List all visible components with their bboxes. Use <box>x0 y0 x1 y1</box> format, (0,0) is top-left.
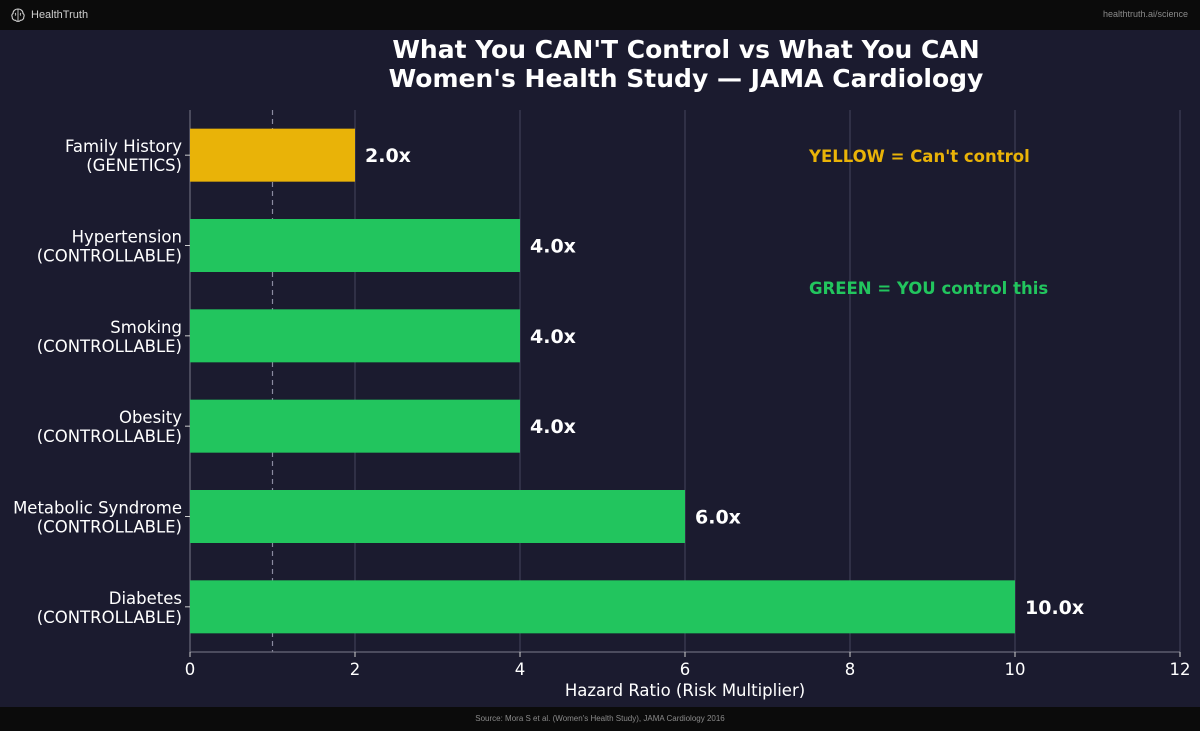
chart-title-line: What You CAN'T Control vs What You CAN <box>392 35 979 64</box>
hazard-ratio-chart: What You CAN'T Control vs What You CANWo… <box>13 35 1191 700</box>
category-label: Smoking <box>110 318 182 337</box>
source-citation: Source: Mora S et al. (Women's Health St… <box>475 714 725 723</box>
legend-annotation: YELLOW = Can't control <box>808 147 1030 166</box>
x-tick-label: 0 <box>185 660 196 679</box>
category-label: Family History <box>65 137 182 156</box>
category-label: (CONTROLLABLE) <box>37 518 182 537</box>
bar <box>190 490 685 543</box>
category-label: (GENETICS) <box>86 156 182 175</box>
bar <box>190 399 520 453</box>
category-label: Diabetes <box>109 589 182 608</box>
value-label: 4.0x <box>530 416 576 438</box>
category-label: (CONTROLLABLE) <box>37 247 182 266</box>
x-tick-label: 2 <box>350 660 361 679</box>
category-label: (CONTROLLABLE) <box>37 427 182 446</box>
bottom-bar: Source: Mora S et al. (Women's Health St… <box>0 707 1200 731</box>
x-tick-label: 10 <box>1005 660 1026 679</box>
x-tick-label: 6 <box>680 660 691 679</box>
site-url[interactable]: healthtruth.ai/science <box>1102 9 1188 19</box>
brand[interactable]: HealthTruth <box>10 7 88 23</box>
top-bar: HealthTruth healthtruth.ai/science <box>0 0 1200 30</box>
value-label: 10.0x <box>1025 597 1084 619</box>
brand-name: HealthTruth <box>31 9 89 21</box>
category-label: Metabolic Syndrome <box>13 499 182 518</box>
legend-annotation: GREEN = YOU control this <box>809 279 1048 298</box>
x-tick-label: 4 <box>515 660 526 679</box>
value-label: 4.0x <box>530 326 576 348</box>
chart-title-line: Women's Health Study — JAMA Cardiology <box>389 64 984 93</box>
category-label: Hypertension <box>72 228 182 247</box>
value-label: 2.0x <box>365 145 411 167</box>
category-label: (CONTROLLABLE) <box>37 337 182 356</box>
category-label: Obesity <box>119 408 182 427</box>
bar <box>190 309 520 363</box>
category-label: (CONTROLLABLE) <box>37 608 182 627</box>
bar <box>190 128 355 182</box>
value-label: 6.0x <box>695 507 741 529</box>
bar <box>190 219 520 272</box>
x-tick-label: 12 <box>1170 660 1191 679</box>
value-label: 4.0x <box>530 236 576 258</box>
x-axis-label: Hazard Ratio (Risk Multiplier) <box>565 681 805 700</box>
bar <box>190 580 1015 634</box>
x-tick-label: 8 <box>845 660 856 679</box>
brain-logo-icon <box>11 8 25 22</box>
